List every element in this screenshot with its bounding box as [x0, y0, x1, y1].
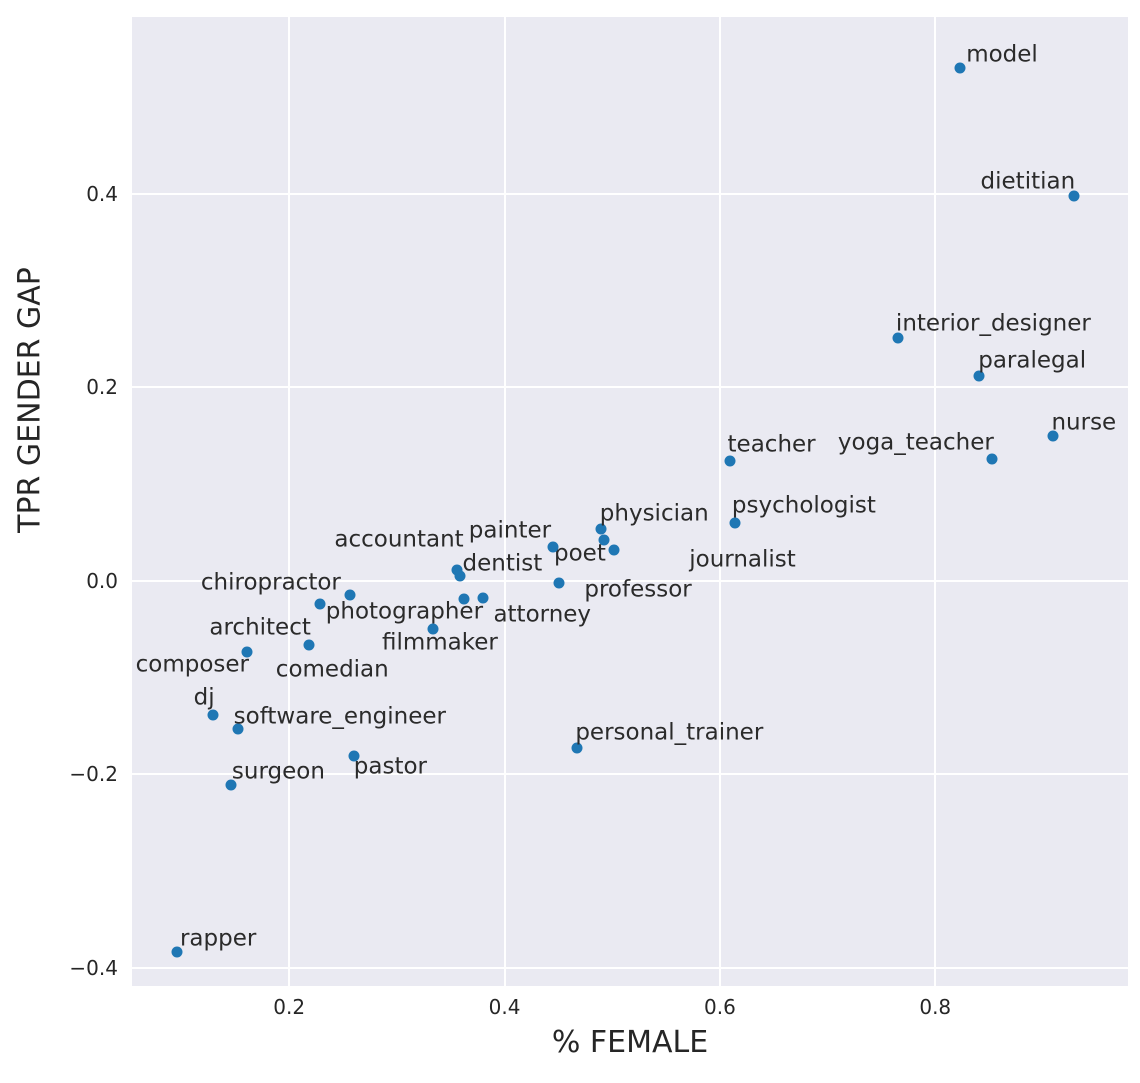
point-label-nurse: nurse: [1051, 409, 1117, 436]
data-point-model: [954, 62, 966, 74]
point-label-photographer: photographer: [325, 598, 484, 625]
data-point-personal_trainer: [571, 742, 583, 754]
plot-area: model dietitian interior_designer paralegal…: [132, 17, 1128, 986]
point-label-rapper: rapper: [179, 925, 257, 952]
point-label-software_engineer: software_engineer: [233, 703, 446, 730]
point-label-accountant: accountant: [334, 526, 464, 553]
x-axis-label: % FEMALE: [551, 1025, 709, 1060]
y-tick-label: 0.0: [86, 568, 118, 593]
point-label-yoga_teacher: yoga_teacher: [837, 429, 994, 456]
point-label-professor: professor: [584, 576, 692, 602]
point-label-interior_designer: interior_designer: [895, 310, 1091, 337]
y-tick-label: −0.4: [69, 955, 118, 980]
data-point-architect: [314, 598, 326, 610]
data-point-paralegal: [973, 370, 985, 382]
data-point-dj: [207, 709, 219, 721]
data-point-surgeon: [225, 779, 237, 791]
data-point-psychologist: [729, 517, 741, 529]
x-tick-label: 0.6: [704, 995, 736, 1019]
point-label-attorney: attorney: [493, 601, 592, 628]
gridline-horizontal: [132, 579, 1128, 582]
y-tick-label: 0.2: [86, 375, 118, 400]
data-point-dentist: [454, 570, 466, 582]
y-tick-label: 0.4: [86, 181, 118, 206]
data-point-chiropractor: [344, 589, 355, 601]
x-tick-label: 0.4: [488, 995, 521, 1019]
point-label-personal_trainer: personal_trainer: [575, 719, 764, 746]
data-point-yoga_teacher: [986, 453, 998, 465]
data-point-dietitian: [1068, 190, 1080, 202]
data-point-interior_designer: [892, 332, 904, 344]
point-label-architect: architect: [209, 614, 311, 641]
gridline-horizontal: [132, 773, 1128, 776]
point-label-comedian: comedian: [275, 656, 389, 683]
data-point-poet: [598, 534, 610, 546]
gridline-horizontal: [132, 386, 1128, 389]
data-point-rapper: [171, 946, 183, 958]
gridline-vertical: [503, 17, 506, 986]
gridline-vertical: [934, 17, 937, 986]
data-point-physician: [595, 523, 607, 535]
data-point-filmmaker: [427, 623, 439, 635]
point-label-surgeon: surgeon: [231, 758, 325, 785]
data-point-comedian: [303, 639, 315, 651]
point-label-physician: physician: [599, 500, 709, 527]
point-label-poet: poet: [554, 540, 606, 567]
x-tick-label: 0.8: [919, 995, 952, 1019]
data-point-journalist: [608, 544, 620, 556]
point-label-dentist: dentist: [462, 550, 543, 577]
gridline-horizontal: [132, 192, 1128, 195]
point-label-painter: painter: [468, 517, 552, 544]
point-label-journalist: journalist: [689, 546, 796, 573]
x-tick-label: 0.2: [273, 995, 306, 1019]
gridline-vertical: [718, 17, 721, 986]
data-point-software_engineer: [232, 723, 244, 735]
data-point-painter: [547, 541, 559, 553]
point-label-psychologist: psychologist: [731, 492, 876, 519]
point-label-chiropractor: chiropractor: [200, 569, 341, 596]
point-label-paralegal: paralegal: [978, 347, 1087, 374]
data-point-accountant: [451, 564, 463, 576]
point-label-pastor: pastor: [353, 753, 428, 780]
data-point-photographer: [458, 593, 470, 605]
point-label-model: model: [966, 41, 1038, 68]
gridline-vertical: [288, 17, 291, 986]
data-point-teacher: [724, 455, 736, 467]
data-point-attorney: [477, 592, 489, 604]
data-point-professor: [553, 577, 565, 589]
point-label-teacher: teacher: [727, 431, 816, 458]
gridline-horizontal: [132, 966, 1128, 969]
y-axis-label: TPR GENDER GAP: [12, 267, 48, 533]
point-label-dj: dj: [193, 684, 215, 711]
y-tick-label: −0.2: [69, 762, 118, 787]
point-label-composer: composer: [135, 651, 249, 678]
point-label-dietitian: dietitian: [980, 168, 1076, 195]
data-point-nurse: [1047, 430, 1059, 442]
data-point-composer: [241, 646, 253, 658]
point-label-filmmaker: filmmaker: [381, 629, 498, 656]
data-point-pastor: [348, 750, 360, 762]
